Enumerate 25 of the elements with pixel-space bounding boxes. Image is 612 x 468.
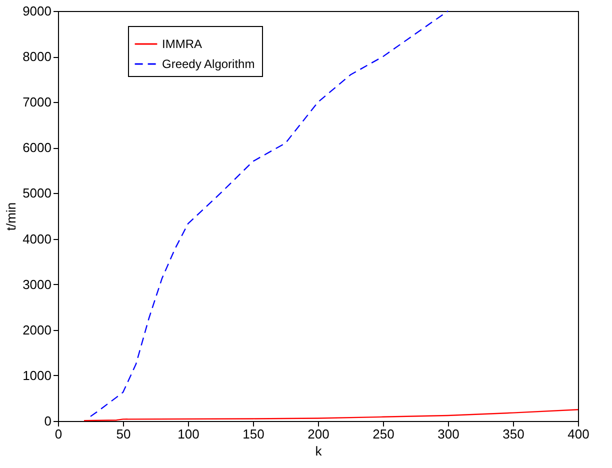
y-tick-label: 9000 xyxy=(22,4,52,18)
y-tick-label: 3000 xyxy=(22,276,52,292)
x-tick-label: 0 xyxy=(54,426,62,442)
x-tick-label: 100 xyxy=(178,426,200,442)
y-tick-label: 5000 xyxy=(22,186,52,201)
line-series xyxy=(83,409,579,422)
x-tick-label: 250 xyxy=(372,426,394,442)
y-tick-label: 0 xyxy=(44,414,52,428)
y-tick-label: 7000 xyxy=(22,94,52,110)
y-tick-label: 4000 xyxy=(22,231,52,246)
y-tick-label: 2000 xyxy=(22,322,52,338)
legend-label: IMMRA xyxy=(162,37,202,51)
x-axis-title: k xyxy=(315,444,322,458)
x-tick-label: 350 xyxy=(502,426,524,442)
y-tick-label: 1000 xyxy=(22,368,52,383)
y-axis-title: t/min xyxy=(4,202,19,231)
x-tick-label: 50 xyxy=(116,426,131,442)
line-series xyxy=(90,10,449,418)
x-tick-label: 400 xyxy=(568,426,590,442)
x-tick-label: 300 xyxy=(438,426,460,442)
x-tick-label: 150 xyxy=(242,426,264,442)
y-tick-label: 6000 xyxy=(22,140,52,156)
legend-label: Greedy Algorithm xyxy=(162,57,255,71)
x-tick-label: 200 xyxy=(308,426,330,442)
y-tick-label: 8000 xyxy=(22,49,52,64)
